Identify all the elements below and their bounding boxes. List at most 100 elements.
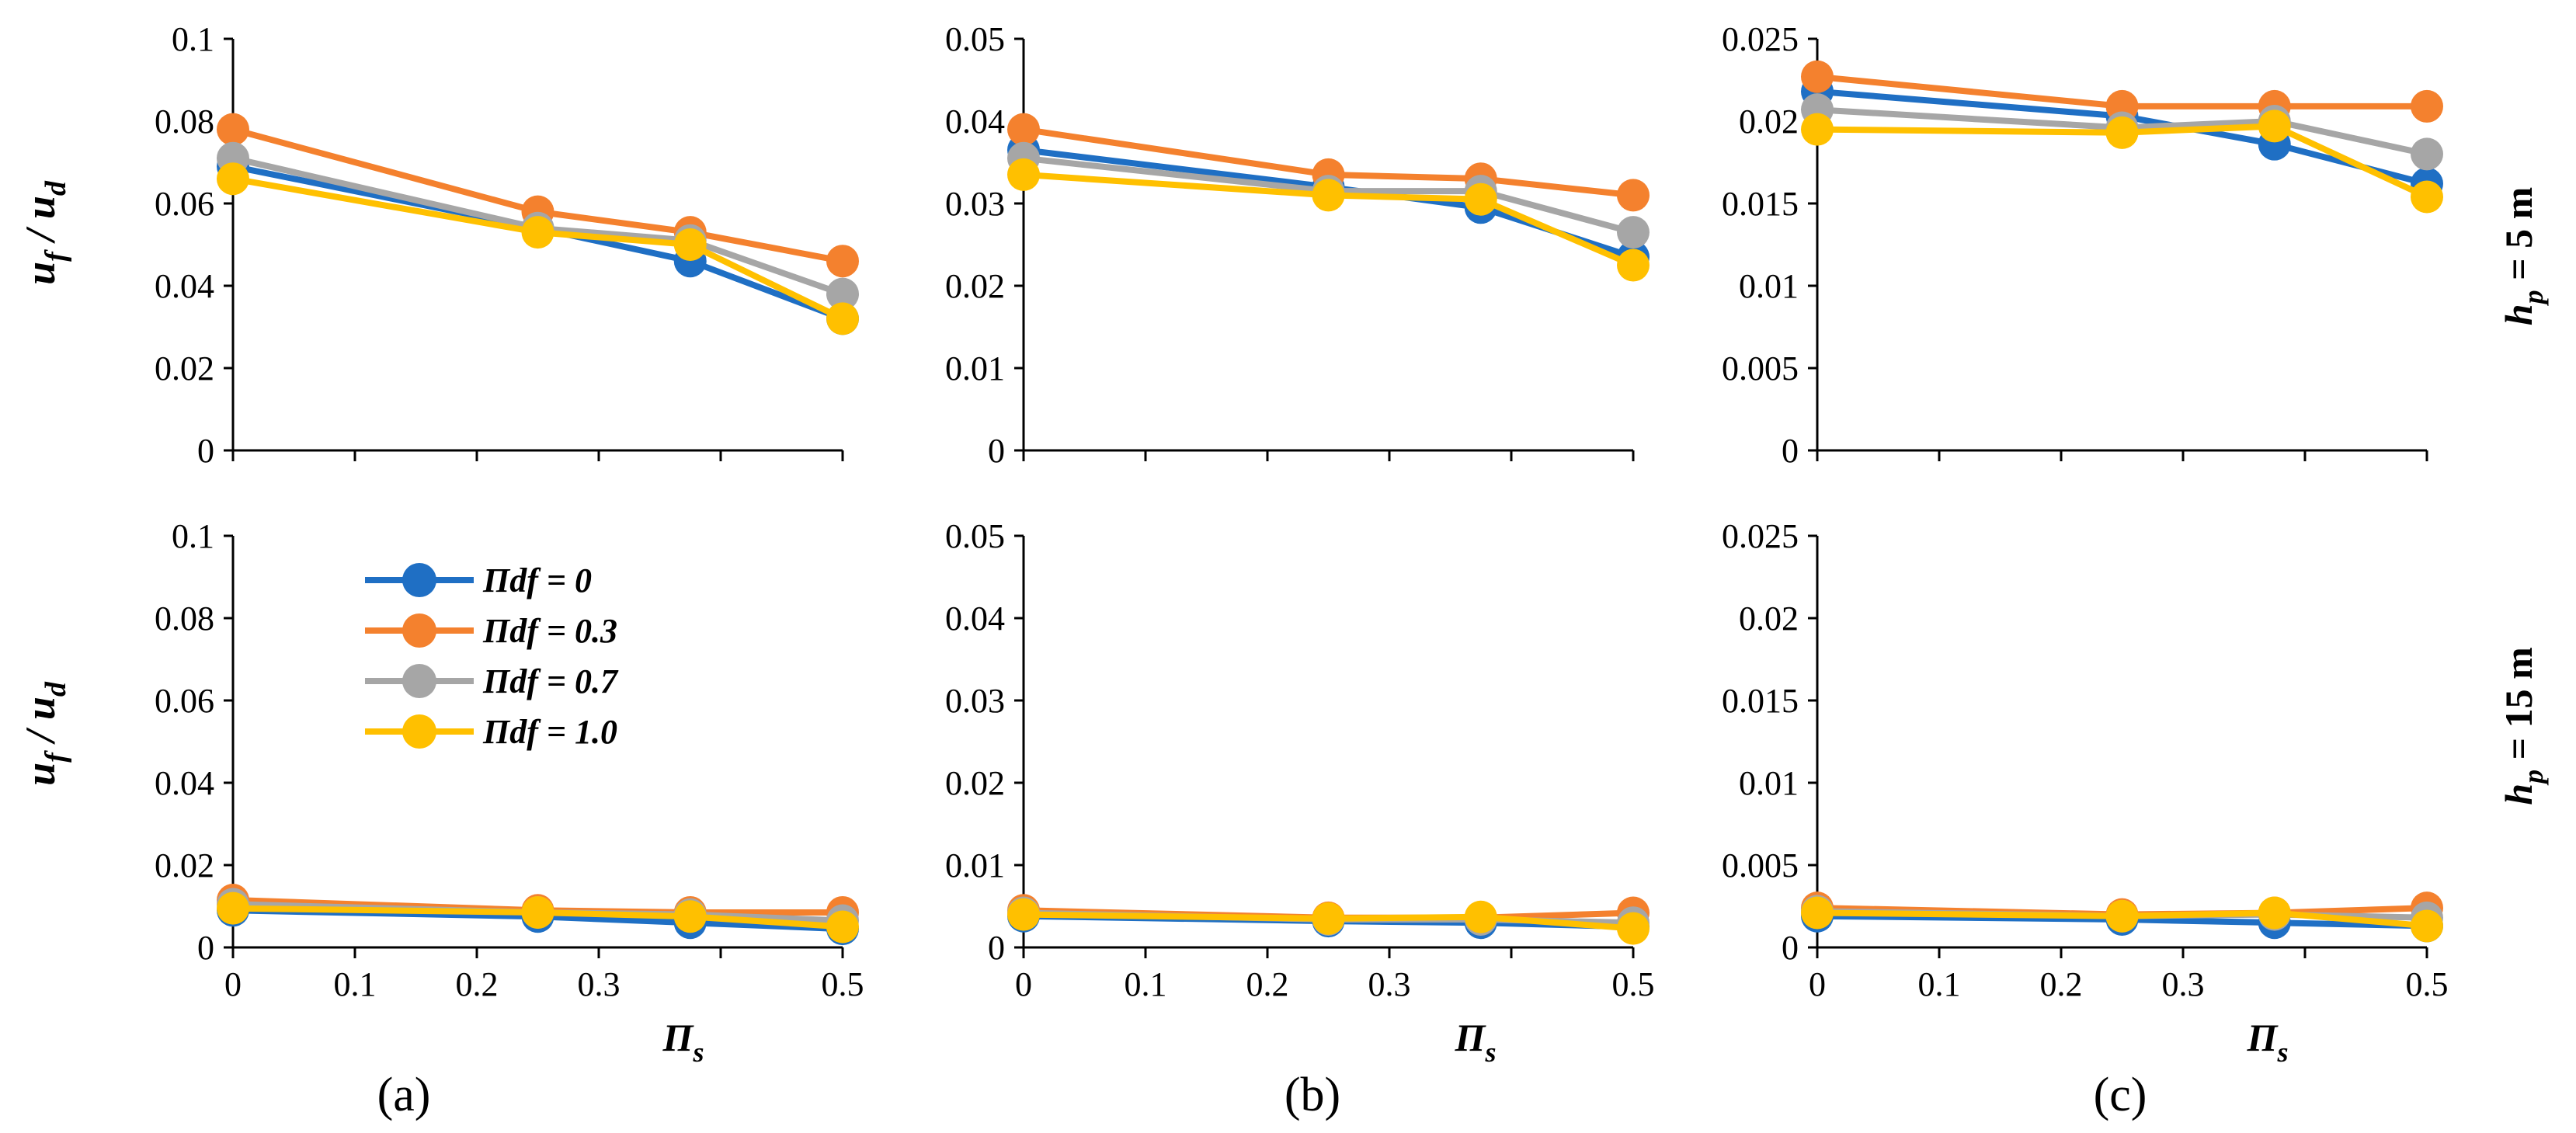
data-point-b-bottom-3-1 [1312, 902, 1345, 935]
x-tick-label-b-bottom-3: 0.3 [1368, 965, 1411, 1003]
y-tick-label-b-top-3: 0.03 [945, 185, 1005, 223]
data-point-c-top-1-0 [1801, 60, 1834, 93]
y-tick-label-a-top-3: 0.06 [155, 185, 214, 223]
legend-entry-1: Πdf = 0.3 [365, 612, 617, 650]
legend-marker-3 [402, 714, 436, 749]
panel-b-bottom: 0 0.01 0.02 0.03 0.04 0.05 0 0.1 0.2 0.3 0.5 [945, 517, 1655, 1003]
y-tick-label-c-top-2: 0.01 [1739, 267, 1799, 305]
data-point-c-bottom-3-0 [1801, 896, 1834, 930]
x-tick-label-c-bottom-0: 0 [1809, 965, 1826, 1003]
x-tick-label-b-bottom-5: 0.5 [1612, 965, 1655, 1003]
y-tick-label-c-bottom-2: 0.01 [1739, 764, 1799, 802]
data-point-b-bottom-3-2 [1464, 900, 1497, 933]
legend-entry-2: Πdf = 0.7 [365, 662, 619, 700]
y-tick-label-a-bottom-2: 0.04 [155, 764, 214, 802]
legend-entry-0: Πdf = 0 [365, 561, 592, 600]
x-tick-label-a-bottom-2: 0.2 [456, 965, 499, 1003]
series-line-b-bottom-3 [1023, 911, 1634, 932]
y-tick-label-c-bottom-3: 0.015 [1722, 682, 1799, 720]
x-axis-label-a: Πs [662, 1016, 704, 1068]
y-tick-label-b-bottom-3: 0.03 [945, 682, 1005, 720]
y-tick-label-c-bottom-0: 0 [1782, 929, 1799, 967]
series-line-a-top-0 [232, 163, 844, 322]
data-point-a-top-3-1 [521, 216, 554, 249]
y-tick-label-c-top-5: 0.025 [1722, 20, 1799, 58]
x-tick-label-b-bottom-0: 0 [1015, 965, 1032, 1003]
legend-label-3: Πdf = 1.0 [482, 713, 617, 751]
column-label-a: (a) [377, 1069, 431, 1121]
series-line-b-top-2 [1023, 155, 1635, 235]
data-point-b-top-3-0 [1007, 158, 1040, 191]
y-tick-label-c-top-3: 0.015 [1722, 185, 1799, 223]
y-tick-label-c-top-1: 0.005 [1722, 349, 1799, 388]
data-point-b-bottom-3-0 [1007, 898, 1040, 931]
data-point-c-top-3-2 [2258, 109, 2291, 143]
series-line-c-bottom-0 [1816, 912, 2428, 930]
y-tick-label-c-bottom-5: 0.025 [1722, 517, 1799, 555]
y-tick-label-a-top-1: 0.02 [155, 349, 214, 388]
panel-b-top: 0 0.01 0.02 0.03 0.04 0.05 [945, 20, 1650, 470]
data-point-a-top-3-0 [217, 162, 249, 196]
data-point-c-top-3-1 [2105, 116, 2139, 149]
x-tick-label-b-bottom-2: 0.2 [1246, 965, 1289, 1003]
y-tick-label-b-top-2: 0.02 [945, 267, 1005, 305]
series-line-c-bottom-3 [1816, 909, 2428, 930]
y-tick-label-c-top-4: 0.02 [1739, 103, 1799, 141]
y-axis-label-bottom: uf / ud [17, 681, 72, 786]
data-point-a-bottom-3-1 [521, 895, 554, 929]
y-tick-label-a-top-4: 0.08 [155, 103, 214, 141]
x-tick-label-b-bottom-1: 0.1 [1125, 965, 1167, 1003]
column-label-c: (c) [2094, 1069, 2147, 1121]
x-tick-label-a-bottom-5: 0.5 [822, 965, 864, 1003]
data-point-b-top-3-1 [1312, 179, 1345, 212]
row-label-15m: hp = 15 m [2497, 647, 2549, 805]
data-point-c-top-1-3 [2411, 89, 2443, 123]
y-tick-label-a-bottom-5: 0.1 [172, 517, 214, 555]
series-line-a-top-3 [232, 176, 844, 321]
data-point-b-top-1-3 [1617, 179, 1650, 212]
data-point-a-top-3-3 [826, 302, 859, 335]
row-label-5m: hp = 5 m [2497, 187, 2549, 325]
y-tick-label-c-bottom-1: 0.005 [1722, 846, 1799, 885]
y-tick-label-b-top-5: 0.05 [945, 20, 1005, 58]
series-line-c-top-3 [1816, 123, 2428, 200]
data-point-a-bottom-3-0 [217, 891, 249, 925]
x-axis-label-b: Πs [1455, 1016, 1497, 1068]
data-point-a-bottom-3-3 [826, 910, 859, 944]
y-tick-label-c-bottom-4: 0.02 [1739, 600, 1799, 638]
x-axis-label-c: Πs [2247, 1016, 2289, 1068]
series-line-b-top-1 [1023, 126, 1634, 199]
data-point-b-top-2-3 [1617, 216, 1650, 249]
x-tick-label-c-bottom-5: 0.5 [2406, 965, 2449, 1003]
y-tick-label-b-bottom-2: 0.02 [945, 764, 1005, 802]
x-tick-label-c-bottom-3: 0.3 [2162, 965, 2205, 1003]
panel-c-top: 0 0.005 0.01 0.015 0.02 0.025 [1722, 20, 2443, 470]
x-tick-label-a-bottom-0: 0 [224, 965, 242, 1003]
data-point-b-bottom-3-3 [1617, 912, 1650, 945]
y-tick-label-a-top-5: 0.1 [172, 20, 214, 58]
legend-label-0: Πdf = 0 [482, 561, 592, 600]
series-line-a-top-1 [231, 126, 843, 265]
data-point-a-bottom-3-2 [673, 900, 707, 933]
legend-marker-0 [402, 563, 436, 597]
y-tick-label-a-bottom-3: 0.06 [155, 682, 214, 720]
x-tick-label-a-bottom-3: 0.3 [578, 965, 621, 1003]
y-tick-label-b-top-0: 0 [988, 432, 1005, 470]
data-point-c-bottom-3-2 [2258, 896, 2291, 930]
series-line-b-top-3 [1023, 171, 1635, 269]
y-tick-label-a-bottom-4: 0.08 [155, 600, 214, 638]
legend-marker-2 [402, 664, 436, 698]
y-tick-label-b-bottom-1: 0.01 [945, 846, 1005, 885]
x-tick-label-c-bottom-1: 0.1 [1918, 965, 1961, 1003]
data-point-b-top-3-3 [1617, 248, 1650, 282]
data-point-a-top-3-2 [673, 228, 707, 261]
y-tick-label-a-top-0: 0 [197, 432, 214, 470]
data-point-c-bottom-3-1 [2105, 899, 2139, 933]
legend: Πdf = 0 Πdf = 0.3 Πdf = 0.7 Πdf = 1.0 [365, 561, 619, 751]
data-point-b-top-3-2 [1464, 182, 1497, 216]
y-tick-label-b-bottom-0: 0 [988, 929, 1005, 967]
legend-entry-3: Πdf = 1.0 [365, 713, 617, 751]
series-line-a-top-2 [232, 155, 844, 297]
series-line-c-top-2 [1816, 106, 2428, 158]
